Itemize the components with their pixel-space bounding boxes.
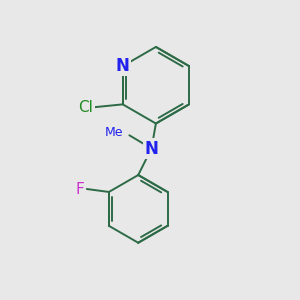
Text: Cl: Cl [79,100,93,115]
Text: N: N [116,57,130,75]
Text: N: N [145,140,158,158]
Text: Me: Me [105,126,124,140]
Text: F: F [75,182,84,196]
